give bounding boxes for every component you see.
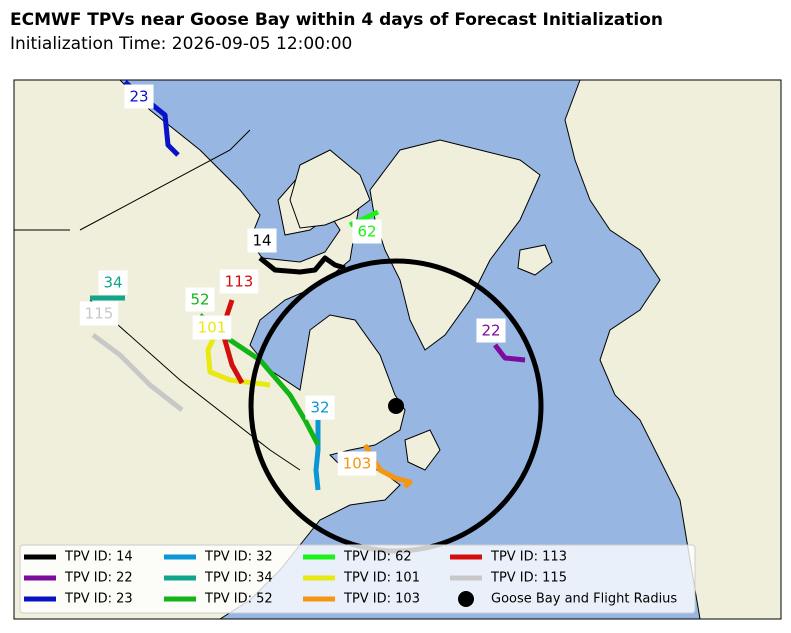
label-box <box>305 395 335 420</box>
track-label: 101 <box>198 319 227 337</box>
label-box <box>98 270 128 295</box>
legend-label: TPV ID: 34 <box>204 571 273 586</box>
label-box <box>79 301 119 326</box>
legend-label: TPV ID: 113 <box>490 550 567 565</box>
legend-label: TPV ID: 32 <box>204 550 273 565</box>
legend-label: TPV ID: 115 <box>490 571 567 586</box>
map-frame <box>13 79 782 620</box>
legend-label: Goose Bay and Flight Radius <box>491 592 677 607</box>
map: 14 22 23 32 34 52 62 101 103 113 115 TPV… <box>14 80 781 619</box>
borders <box>14 129 301 471</box>
svalbard-iceland <box>517 244 553 276</box>
track-label: 34 <box>103 274 122 292</box>
legend-label: TPV ID: 52 <box>204 592 273 607</box>
track <box>258 255 346 275</box>
legend-label: TPV ID: 23 <box>64 592 133 607</box>
label-box <box>476 318 506 343</box>
label-box <box>337 451 377 476</box>
track <box>493 343 526 363</box>
newfoundland <box>404 429 441 471</box>
legend-label: TPV ID: 62 <box>343 550 412 565</box>
subtitle: Initialization Time: 2026-09-05 12:00:00 <box>10 34 352 54</box>
label-box <box>192 315 232 340</box>
legend-label: TPV ID: 103 <box>343 592 420 607</box>
track <box>313 420 321 491</box>
label-box <box>352 219 382 244</box>
legend-label: TPV ID: 14 <box>64 550 133 565</box>
legend-label: TPV ID: 22 <box>64 571 133 586</box>
title: ECMWF TPVs near Goose Bay within 4 days … <box>10 10 663 30</box>
europe <box>564 80 781 619</box>
track <box>219 299 245 385</box>
baffin-island <box>289 149 371 229</box>
greenland <box>369 139 541 351</box>
track-label: 62 <box>357 223 376 241</box>
track-label: 23 <box>129 88 148 106</box>
track-label: 14 <box>252 232 271 250</box>
label-box <box>185 287 215 312</box>
track-label: 52 <box>190 291 209 309</box>
legend <box>19 544 696 614</box>
label-box <box>247 228 277 253</box>
track-label: 22 <box>481 322 500 340</box>
goose-bay <box>388 398 404 414</box>
track <box>91 332 184 412</box>
track-label: 32 <box>310 399 329 417</box>
label-box <box>124 84 154 109</box>
track-label: 113 <box>225 273 254 291</box>
track-label: 103 <box>343 455 372 473</box>
track-label: 115 <box>85 305 114 323</box>
legend-marker <box>458 591 474 607</box>
legend-label: TPV ID: 101 <box>343 571 420 586</box>
label-box <box>219 269 259 294</box>
